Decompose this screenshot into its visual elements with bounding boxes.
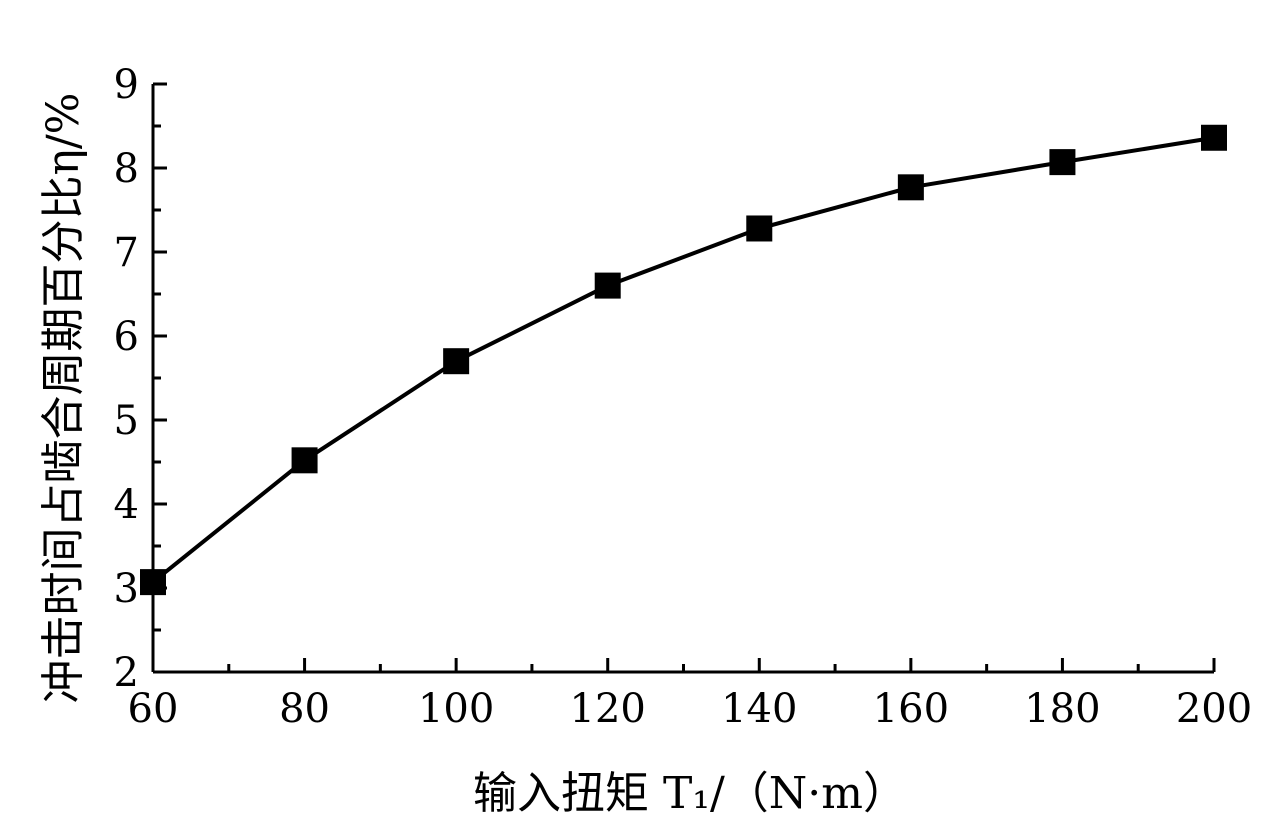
series-line — [151, 135, 1215, 584]
x-tick-label: 80 — [279, 686, 330, 732]
y-axis-title: 冲击时间占啮合周期百分比η/% — [38, 93, 89, 704]
y-tick-label: 5 — [114, 398, 139, 444]
x-tick-label: 60 — [128, 686, 179, 732]
y-tick-label: 3 — [114, 566, 139, 612]
x-tick-label: 120 — [570, 686, 646, 732]
y-tick-label: 6 — [114, 314, 139, 360]
series-line-path — [151, 135, 1215, 584]
x-tick-label: 100 — [418, 686, 494, 732]
x-axis-title: 输入扭矩 T₁/（N·m） — [473, 768, 907, 819]
data-point-marker — [291, 447, 318, 474]
y-tick-label: 7 — [114, 230, 139, 276]
data-point-marker — [1049, 149, 1076, 176]
ticks — [151, 82, 1216, 674]
data-point-marker — [897, 174, 924, 201]
y-tick-label: 9 — [114, 62, 139, 108]
y-tick-label: 2 — [114, 650, 139, 696]
data-point-marker — [140, 569, 166, 596]
x-tick-label: 200 — [1176, 686, 1252, 732]
y-tick-label: 4 — [114, 482, 139, 528]
data-markers — [140, 124, 1227, 596]
data-point-marker — [443, 348, 470, 375]
data-point-marker — [594, 272, 621, 299]
tick-labels: 2 3 4 5 6 7 8 9 60 80 100 120 140 160 180 200 — [114, 62, 1253, 732]
data-point-marker — [746, 215, 773, 242]
x-tick-label: 160 — [873, 686, 949, 732]
x-tick-label: 180 — [1024, 686, 1100, 732]
y-tick-label: 8 — [114, 146, 139, 192]
data-point-marker — [1201, 124, 1227, 151]
x-tick-label: 140 — [721, 686, 797, 732]
